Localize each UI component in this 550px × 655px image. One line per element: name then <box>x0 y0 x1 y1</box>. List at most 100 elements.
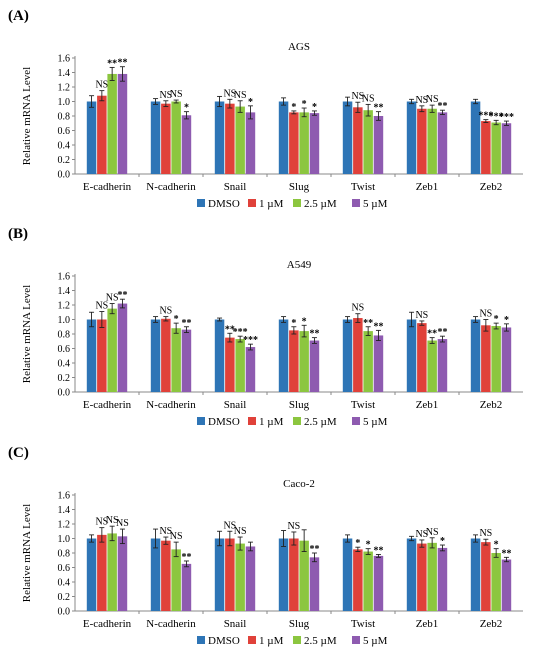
panel-2: (B) A549 0.0 0.2 0.4 0.6 0.8 1.0 1.2 1.4 1.6 Relati… <box>8 226 523 428</box>
legend-swatch <box>293 417 301 425</box>
legend-swatch <box>197 199 205 207</box>
bar <box>342 319 353 392</box>
significance-label: *** <box>233 327 248 338</box>
significance-label: *** <box>478 111 493 122</box>
significance-label: * <box>302 99 307 110</box>
y-tick-label: 1.6 <box>58 272 71 283</box>
significance-label: * <box>248 97 253 108</box>
significance-label: NS <box>415 529 428 540</box>
bar <box>161 103 171 174</box>
bar <box>150 319 161 392</box>
bar <box>161 318 171 392</box>
category-label: Slug <box>289 181 310 193</box>
significance-label: NS <box>223 520 236 531</box>
y-tick-label: 1.0 <box>58 315 71 326</box>
y-axis-label: Relative mRNA Level <box>21 67 33 165</box>
bar <box>214 101 225 174</box>
y-tick-label: 0.8 <box>58 112 71 123</box>
bar <box>373 555 384 611</box>
bar <box>299 331 309 392</box>
y-tick-label: 0.0 <box>58 388 71 399</box>
y-tick-label: 0.4 <box>58 359 71 370</box>
significance-label: NS <box>362 93 375 104</box>
significance-label: * <box>494 314 499 325</box>
y-tick-label: 0.8 <box>58 549 71 560</box>
bar <box>289 112 299 174</box>
bar <box>245 347 256 392</box>
legend-swatch <box>197 636 205 644</box>
panel-label: (A) <box>8 8 29 24</box>
significance-label: NS <box>287 521 300 532</box>
y-tick-label: 0.2 <box>58 155 71 166</box>
significance-label: * <box>291 102 296 113</box>
category-label: E-cadherin <box>83 399 132 411</box>
bar <box>417 543 427 611</box>
bar <box>117 73 128 174</box>
bar <box>501 559 512 611</box>
legend-swatch <box>293 636 301 644</box>
significance-label: NS <box>159 90 172 101</box>
bar <box>363 331 373 392</box>
significance-label: *** <box>499 112 514 123</box>
bar <box>470 101 481 174</box>
significance-label: * <box>366 540 371 551</box>
y-tick-label: 0.4 <box>58 578 71 589</box>
significance-label: NS <box>479 309 492 320</box>
category-label: N-cadherin <box>146 181 196 193</box>
category-label: Snail <box>224 618 247 630</box>
category-label: Zeb2 <box>480 618 503 630</box>
significance-label: ** <box>225 324 235 335</box>
significance-label: ** <box>501 548 511 559</box>
y-tick-label: 1.6 <box>58 491 71 502</box>
bar <box>427 340 437 392</box>
significance-label: NS <box>426 527 439 538</box>
y-tick-label: 1.2 <box>58 83 71 94</box>
bar <box>491 553 501 611</box>
y-tick-label: 0.2 <box>58 592 71 603</box>
significance-label: NS <box>159 306 172 317</box>
significance-label: NS <box>234 526 247 537</box>
significance-label: * <box>291 318 296 329</box>
legend-label: 1 µM <box>259 416 284 428</box>
legend-swatch <box>352 636 360 644</box>
y-tick-label: 0.0 <box>58 170 71 181</box>
bar <box>437 112 448 174</box>
category-label: Snail <box>224 399 247 411</box>
bar <box>235 106 245 174</box>
legend-label: DMSO <box>208 416 240 428</box>
bar <box>289 538 299 611</box>
bar <box>150 538 161 611</box>
bar <box>235 339 245 392</box>
bar <box>299 540 309 611</box>
significance-label: * <box>302 316 307 327</box>
legend-swatch <box>248 636 256 644</box>
bar <box>481 325 491 392</box>
legend-label: 2.5 µM <box>304 635 337 647</box>
bar <box>97 95 107 174</box>
legend-label: 1 µM <box>259 635 284 647</box>
legend-swatch <box>352 199 360 207</box>
category-label: E-cadherin <box>83 181 132 193</box>
bar <box>417 108 427 174</box>
significance-label: ** <box>437 327 447 338</box>
panel-label: (C) <box>8 445 29 461</box>
bar <box>481 542 491 611</box>
bar <box>225 103 235 174</box>
significance-label: ** <box>363 318 373 329</box>
y-tick-label: 0.6 <box>58 344 71 355</box>
bar <box>309 557 320 611</box>
significance-label: ** <box>373 545 383 556</box>
category-label: Zeb2 <box>480 181 503 193</box>
significance-label: ** <box>117 58 127 69</box>
legend-label: 1 µM <box>259 198 284 210</box>
y-tick-label: 1.0 <box>58 97 71 108</box>
bar <box>470 538 481 611</box>
significance-label: NS <box>351 303 364 314</box>
significance-label: NS <box>415 310 428 321</box>
category-label: E-cadherin <box>83 618 132 630</box>
chart-title: AGS <box>288 41 310 53</box>
bar <box>353 107 363 174</box>
significance-label: NS <box>426 94 439 105</box>
bar <box>171 328 181 392</box>
